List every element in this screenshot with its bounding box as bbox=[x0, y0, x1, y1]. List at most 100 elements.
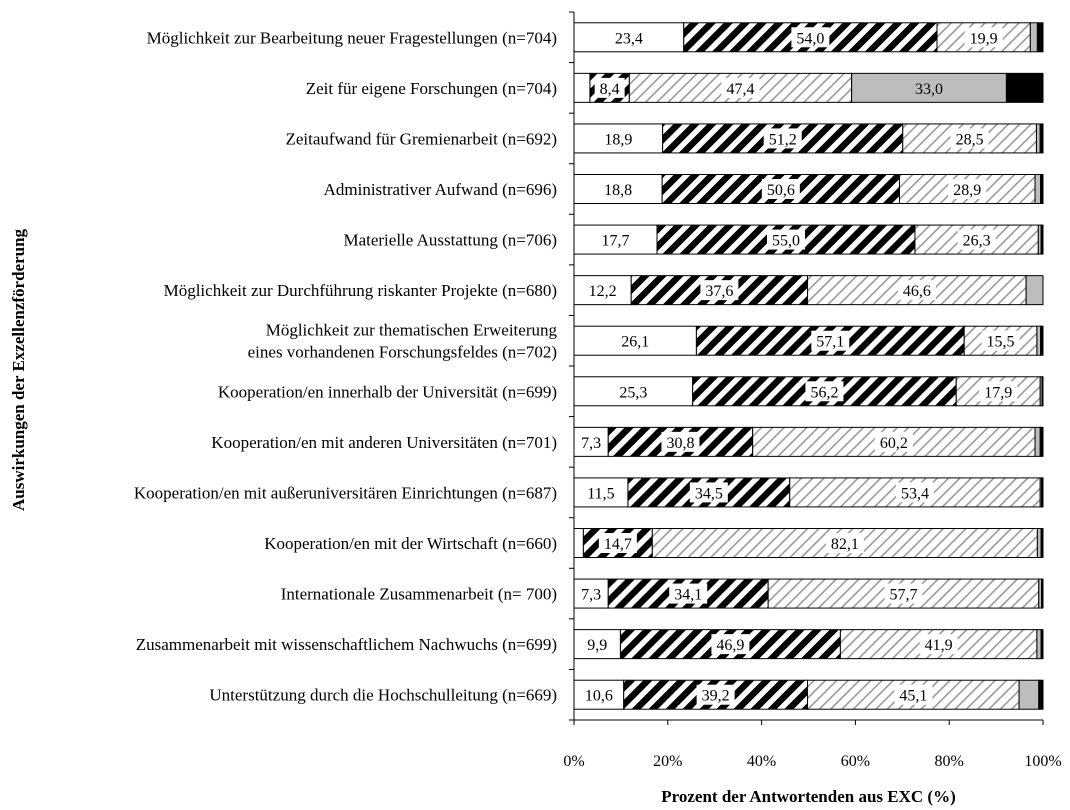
data-label-background bbox=[964, 27, 1003, 48]
x-tick-label: 20% bbox=[653, 753, 682, 770]
bar-segment bbox=[1025, 275, 1044, 306]
data-label: 26,3 bbox=[963, 233, 991, 250]
data-label: 18,9 bbox=[604, 131, 632, 148]
bar-segment bbox=[573, 528, 584, 558]
data-label: 53,4 bbox=[901, 485, 929, 502]
category-label: Unterstützung durch die Hochschulleitung… bbox=[209, 686, 557, 705]
data-label: 7,8 bbox=[1015, 81, 1035, 98]
data-label: 60,2 bbox=[880, 435, 908, 452]
bar-segment bbox=[573, 325, 697, 356]
data-label: 41,9 bbox=[925, 637, 953, 654]
bar-segment bbox=[573, 123, 664, 154]
bar-segment bbox=[573, 72, 591, 103]
bar-segment bbox=[573, 679, 625, 710]
data-label: 55,0 bbox=[772, 233, 800, 250]
data-label: 9,9 bbox=[587, 637, 607, 654]
bar-segment bbox=[1005, 72, 1044, 103]
data-label-background bbox=[594, 77, 625, 98]
y-axis-title-group: Auswirkungen der Exzellenzförderung bbox=[9, 228, 28, 511]
bar-segment bbox=[1034, 174, 1042, 204]
bar-segment bbox=[851, 72, 1007, 103]
category-label: Möglichkeit zur thematischen Erweiterung bbox=[266, 321, 558, 340]
data-label: 19,9 bbox=[970, 30, 998, 47]
data-label-background bbox=[766, 229, 805, 250]
data-label: 34,5 bbox=[695, 485, 723, 502]
data-label: 12,2 bbox=[589, 283, 617, 300]
data-label-background bbox=[700, 280, 739, 301]
data-label-background bbox=[874, 431, 913, 452]
data-label: 10,6 bbox=[585, 688, 613, 705]
data-label: 17,7 bbox=[602, 233, 630, 250]
data-label: 17,9 bbox=[984, 384, 1012, 401]
data-label: 7,3 bbox=[581, 587, 601, 604]
category-label: Administrativer Aufwand (n=696) bbox=[324, 180, 557, 199]
data-label-background bbox=[763, 128, 802, 149]
data-label-background bbox=[897, 280, 936, 301]
data-label-background bbox=[884, 583, 923, 604]
bar-segment bbox=[573, 275, 632, 306]
data-label-background bbox=[811, 330, 850, 351]
data-label: 37,6 bbox=[705, 283, 733, 300]
data-label: 50,6 bbox=[767, 182, 795, 199]
data-label-background bbox=[894, 684, 933, 705]
axes: 0% 20% 40% 60% 80% 100% bbox=[563, 11, 1062, 770]
category-labels: Möglichkeit zur Bearbeitung neuer Frages… bbox=[134, 28, 558, 704]
data-label: 25,3 bbox=[619, 384, 647, 401]
data-label-background bbox=[948, 179, 987, 199]
category-label: Zeitaufwand für Gremienarbeit (n=692) bbox=[285, 129, 557, 148]
bar-segment bbox=[573, 174, 663, 204]
data-label: 18,8 bbox=[604, 182, 632, 199]
category-label: Kooperation/en mit außeruniversitären Ei… bbox=[134, 483, 557, 502]
data-label: 54,0 bbox=[796, 30, 824, 47]
data-label-background bbox=[711, 634, 750, 655]
x-axis-title-group: Prozent der Antwortenden aus EXC (%) bbox=[661, 787, 956, 806]
bar-segment bbox=[1040, 325, 1044, 356]
category-label: Internationale Zusammenarbeit (n= 700) bbox=[281, 585, 557, 604]
data-label: 33,0 bbox=[915, 81, 943, 98]
bar-segment bbox=[1039, 123, 1044, 154]
category-label: Materielle Ausstattung (n=706) bbox=[343, 231, 557, 250]
bar-segment bbox=[1036, 325, 1042, 356]
bar-segment bbox=[1035, 123, 1041, 154]
bar-segment bbox=[1041, 477, 1044, 508]
data-label: 39,2 bbox=[702, 688, 730, 705]
bar-segment bbox=[1036, 528, 1042, 558]
data-label-background bbox=[979, 381, 1018, 402]
data-label: 30,8 bbox=[666, 435, 694, 452]
bar-segment bbox=[1040, 174, 1044, 204]
data-label: 14,7 bbox=[604, 536, 632, 553]
data-label: 56,2 bbox=[810, 384, 838, 401]
bar-segment bbox=[573, 22, 685, 53]
data-label: 45,1 bbox=[899, 688, 927, 705]
category-label: Kooperation/en mit anderen Universitäten… bbox=[211, 433, 557, 452]
data-label-background bbox=[919, 634, 958, 655]
x-tick-label: 80% bbox=[935, 753, 964, 770]
y-axis-title: Auswirkungen der Exzellenzförderung bbox=[9, 228, 28, 511]
bar-segment bbox=[1040, 629, 1044, 660]
data-label-background bbox=[669, 583, 708, 604]
data-label-background bbox=[950, 128, 989, 149]
data-label: 28,5 bbox=[956, 131, 984, 148]
data-label-background bbox=[761, 179, 800, 199]
data-label-background bbox=[689, 482, 728, 503]
data-label-background bbox=[721, 77, 760, 98]
data-label-background bbox=[661, 431, 700, 452]
data-label-background bbox=[598, 533, 637, 553]
data-label-background bbox=[981, 330, 1020, 351]
bar-segment bbox=[1041, 376, 1044, 407]
bar-segment bbox=[1036, 22, 1044, 53]
data-label: 28,9 bbox=[953, 182, 981, 199]
data-label-background bbox=[825, 533, 864, 553]
bar-segment bbox=[573, 224, 658, 255]
x-tick-label: 100% bbox=[1024, 753, 1061, 770]
data-label-background bbox=[696, 684, 735, 705]
bar-segment bbox=[1036, 629, 1042, 660]
category-label: Zeit für eigene Forschungen (n=704) bbox=[306, 79, 557, 98]
data-label: 15,5 bbox=[987, 334, 1015, 351]
data-label: 7,3 bbox=[581, 435, 601, 452]
bar-segment bbox=[1018, 679, 1040, 710]
data-label: 8,4 bbox=[600, 81, 620, 98]
data-label-background bbox=[957, 229, 996, 250]
category-label: Kooperation/en innerhalb der Universität… bbox=[218, 382, 557, 401]
